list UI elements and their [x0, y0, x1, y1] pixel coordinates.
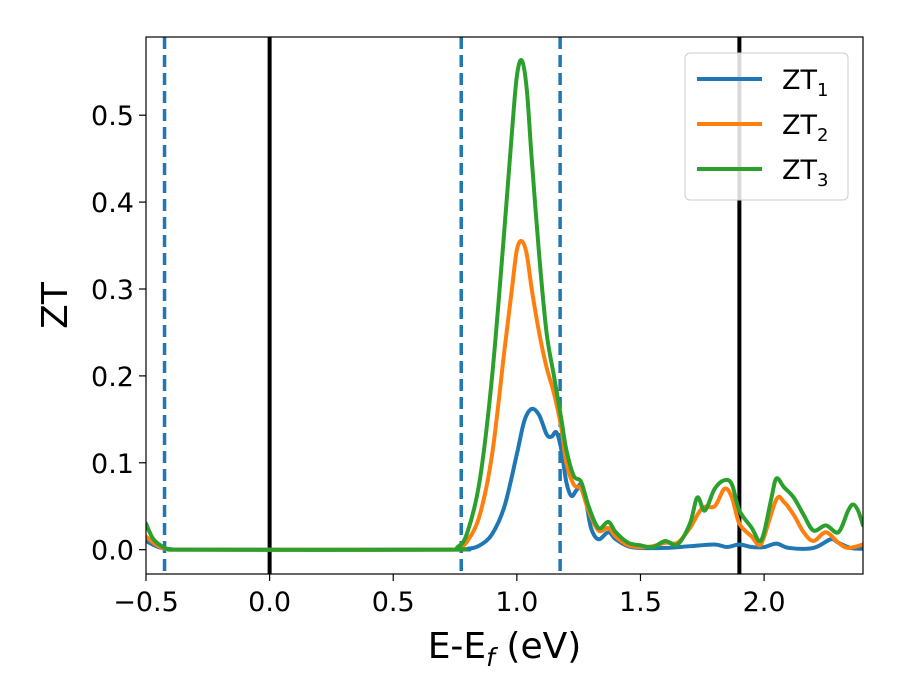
- y-axis-label: ZT: [35, 281, 76, 329]
- series-line-zt3: [146, 58, 863, 552]
- legend-label-zt2: ZT2: [782, 110, 828, 146]
- x-tick-label: 2.0: [743, 587, 786, 618]
- x-tick-label: −0.5: [113, 587, 179, 618]
- legend-entries: ZT1 ZT2 ZT3: [697, 65, 828, 191]
- x-tick-label: 0.0: [248, 587, 291, 618]
- legend-box: [684, 52, 849, 201]
- y-tick-label: 0.5: [91, 101, 134, 132]
- x-tick-label: 1.5: [619, 587, 662, 618]
- series-lines: [146, 58, 863, 552]
- plot-frame: [145, 36, 864, 575]
- y-tick-label: 0.2: [91, 362, 134, 393]
- legend-label-zt1: ZT1: [782, 65, 828, 101]
- x-axis-label: E-Ef (eV): [428, 626, 582, 672]
- x-tick-label: 0.5: [372, 587, 415, 618]
- y-tick-label: 0.1: [91, 449, 134, 480]
- series-line-zt1: [146, 406, 863, 552]
- series-line-zt2: [146, 239, 863, 552]
- y-tick-label: 0.4: [91, 188, 134, 219]
- y-tick-label: 0.0: [91, 536, 134, 567]
- vertical-reference-lines: [162, 37, 742, 574]
- x-axis-ticks: −0.5 0.0 0.5 1.0 1.5 2.0: [113, 574, 786, 618]
- y-axis-ticks: 0.0 0.1 0.2 0.3 0.4 0.5: [91, 101, 146, 567]
- legend-label-zt3: ZT3: [782, 155, 828, 191]
- x-tick-label: 1.0: [495, 587, 538, 618]
- y-tick-label: 0.3: [91, 275, 134, 306]
- legend: ZT1 ZT2 ZT3: [684, 52, 849, 201]
